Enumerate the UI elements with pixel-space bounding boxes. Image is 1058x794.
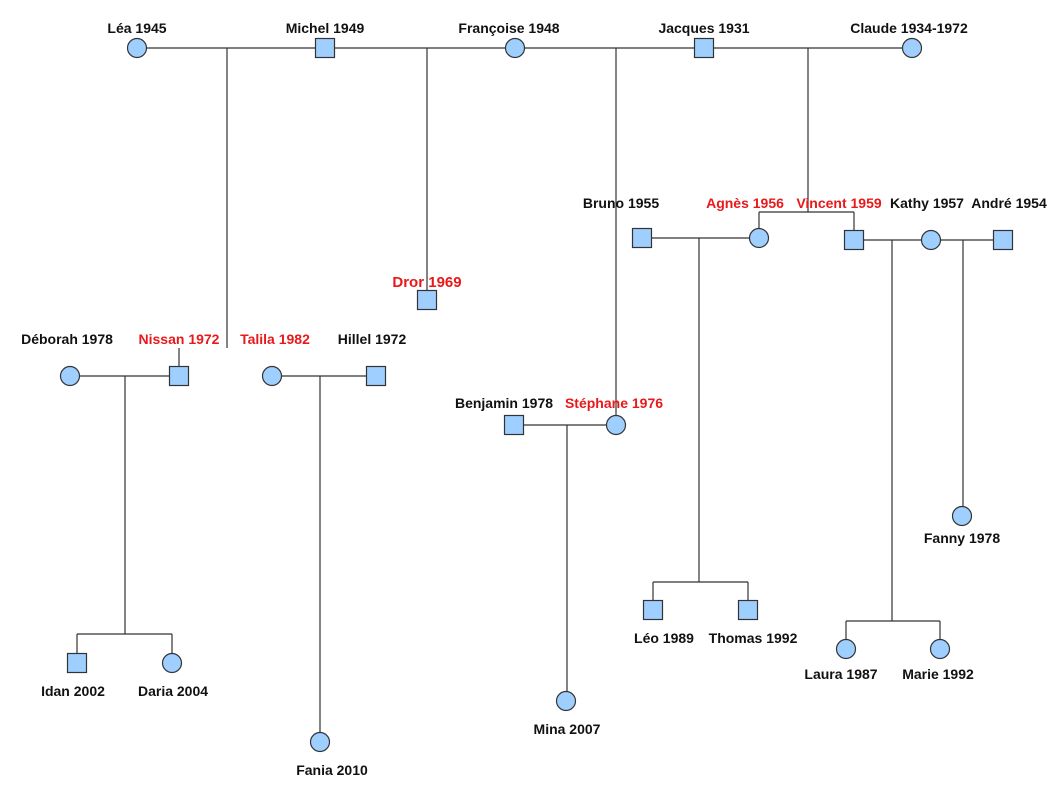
person-label-jacques: Jacques 1931: [658, 20, 749, 36]
relationship-lines: [70, 47, 1003, 742]
female-node-marie[interactable]: [929, 638, 951, 660]
male-node-michel[interactable]: [314, 37, 336, 59]
person-label-benjamin: Benjamin 1978: [455, 395, 553, 411]
person-label-daria: Daria 2004: [138, 683, 208, 699]
person-label-fania: Fania 2010: [296, 762, 368, 778]
person-label-andre: André 1954: [971, 195, 1047, 211]
female-node-deborah[interactable]: [59, 365, 81, 387]
male-node-dror[interactable]: [416, 289, 438, 311]
female-node-mina[interactable]: [555, 690, 577, 712]
person-label-kathy: Kathy 1957: [890, 195, 964, 211]
male-node-vincent[interactable]: [843, 229, 865, 251]
person-labels: Léa 1945 Michel 1949 Françoise 1948 Jacques…: [21, 20, 1047, 778]
person-label-marie: Marie 1992: [902, 666, 974, 682]
male-node-hillel[interactable]: [365, 365, 387, 387]
person-label-mina: Mina 2007: [534, 721, 601, 737]
person-label-vincent: Vincent 1959: [796, 195, 882, 211]
female-node-kathy[interactable]: [920, 229, 942, 251]
person-label-idan: Idan 2002: [41, 683, 105, 699]
female-node-fania[interactable]: [309, 731, 331, 753]
male-node-nissan[interactable]: [168, 365, 190, 387]
female-node-laura[interactable]: [835, 638, 857, 660]
person-label-hillel: Hillel 1972: [338, 331, 407, 347]
male-node-andre[interactable]: [992, 229, 1014, 251]
person-nodes: [59, 37, 1014, 753]
female-node-daria[interactable]: [161, 652, 183, 674]
person-label-thomas: Thomas 1992: [709, 630, 798, 646]
male-node-leo[interactable]: [642, 599, 664, 621]
person-label-nissan: Nissan 1972: [139, 331, 220, 347]
person-label-francoise: Françoise 1948: [458, 20, 559, 36]
person-label-stephane: Stéphane 1976: [565, 395, 663, 411]
female-node-fanny[interactable]: [951, 505, 973, 527]
person-label-dror: Dror 1969: [392, 274, 461, 291]
person-label-fanny: Fanny 1978: [924, 530, 1000, 546]
person-label-deborah: Déborah 1978: [21, 331, 113, 347]
male-node-bruno[interactable]: [631, 227, 653, 249]
female-node-talila[interactable]: [261, 365, 283, 387]
female-node-claude[interactable]: [901, 37, 923, 59]
male-node-jacques[interactable]: [693, 37, 715, 59]
person-label-talila: Talila 1982: [240, 331, 310, 347]
male-node-idan[interactable]: [66, 652, 88, 674]
female-node-francoise[interactable]: [504, 37, 526, 59]
person-label-lea: Léa 1945: [107, 20, 166, 36]
person-label-bruno: Bruno 1955: [583, 195, 659, 211]
female-node-agnes[interactable]: [748, 227, 770, 249]
female-node-stephane[interactable]: [605, 414, 627, 436]
female-node-lea[interactable]: [126, 37, 148, 59]
person-label-claude: Claude 1934-1972: [850, 20, 968, 36]
person-label-leo: Léo 1989: [634, 630, 694, 646]
male-node-thomas[interactable]: [737, 599, 759, 621]
person-label-agnes: Agnès 1956: [706, 195, 784, 211]
person-label-michel: Michel 1949: [286, 20, 365, 36]
person-label-laura: Laura 1987: [804, 666, 877, 682]
male-node-benjamin[interactable]: [503, 414, 525, 436]
